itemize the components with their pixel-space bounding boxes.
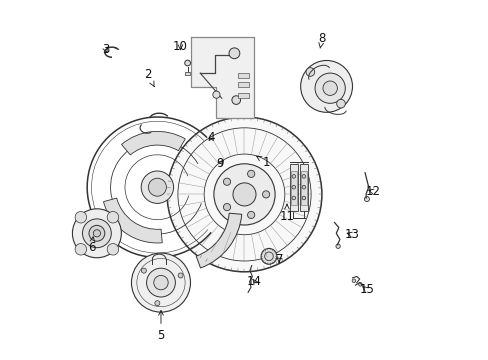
Text: 7: 7: [275, 253, 283, 266]
Bar: [238, 82, 248, 87]
Text: 10: 10: [173, 40, 187, 53]
Circle shape: [300, 60, 352, 112]
Text: 5: 5: [157, 311, 164, 342]
Circle shape: [82, 219, 111, 248]
Bar: [299, 164, 307, 211]
Circle shape: [72, 209, 121, 258]
Circle shape: [107, 244, 119, 255]
Circle shape: [262, 191, 269, 198]
Circle shape: [178, 273, 183, 278]
Text: 13: 13: [345, 228, 359, 241]
Circle shape: [264, 252, 273, 261]
Circle shape: [322, 81, 337, 95]
Circle shape: [314, 73, 345, 103]
Wedge shape: [121, 131, 185, 155]
Text: 1: 1: [256, 156, 270, 169]
Circle shape: [141, 171, 173, 203]
Circle shape: [228, 48, 239, 59]
Circle shape: [223, 203, 230, 211]
Bar: [238, 93, 248, 98]
Wedge shape: [103, 198, 162, 243]
Circle shape: [358, 283, 362, 286]
Circle shape: [141, 268, 146, 273]
Circle shape: [155, 301, 160, 306]
Circle shape: [146, 268, 175, 297]
Bar: [191, 37, 254, 87]
Text: 8: 8: [318, 32, 325, 48]
Circle shape: [336, 99, 345, 108]
Circle shape: [75, 244, 86, 255]
Bar: [216, 87, 254, 118]
Bar: [289, 164, 298, 211]
Circle shape: [232, 183, 256, 206]
Circle shape: [302, 185, 305, 189]
Circle shape: [291, 185, 295, 189]
Circle shape: [212, 91, 220, 98]
Text: 3: 3: [102, 43, 109, 56]
Circle shape: [148, 178, 166, 196]
Circle shape: [291, 196, 295, 200]
Circle shape: [231, 96, 240, 104]
Text: 15: 15: [359, 283, 374, 296]
Circle shape: [89, 225, 104, 241]
Circle shape: [107, 211, 119, 223]
Text: 9: 9: [216, 157, 224, 170]
Text: 14: 14: [246, 275, 262, 288]
Circle shape: [247, 211, 254, 219]
Circle shape: [247, 170, 254, 177]
Text: 2: 2: [144, 68, 154, 87]
Bar: [290, 171, 296, 205]
Circle shape: [351, 279, 355, 283]
Wedge shape: [196, 213, 241, 268]
Bar: [238, 73, 248, 78]
Text: 11: 11: [279, 204, 294, 223]
Circle shape: [261, 248, 276, 264]
Bar: [185, 72, 189, 75]
Circle shape: [364, 197, 368, 202]
Circle shape: [302, 175, 305, 178]
Bar: [301, 171, 306, 205]
Circle shape: [75, 211, 86, 223]
Circle shape: [93, 230, 101, 237]
Circle shape: [223, 178, 230, 185]
Text: 12: 12: [365, 185, 380, 198]
Circle shape: [302, 196, 305, 200]
Circle shape: [167, 117, 321, 272]
Text: 4: 4: [207, 131, 215, 144]
Text: 6: 6: [87, 237, 95, 254]
Circle shape: [153, 275, 168, 290]
Circle shape: [291, 175, 295, 178]
Circle shape: [305, 68, 314, 76]
Circle shape: [131, 253, 190, 312]
Circle shape: [184, 60, 190, 66]
Circle shape: [335, 244, 340, 248]
Circle shape: [213, 164, 275, 225]
